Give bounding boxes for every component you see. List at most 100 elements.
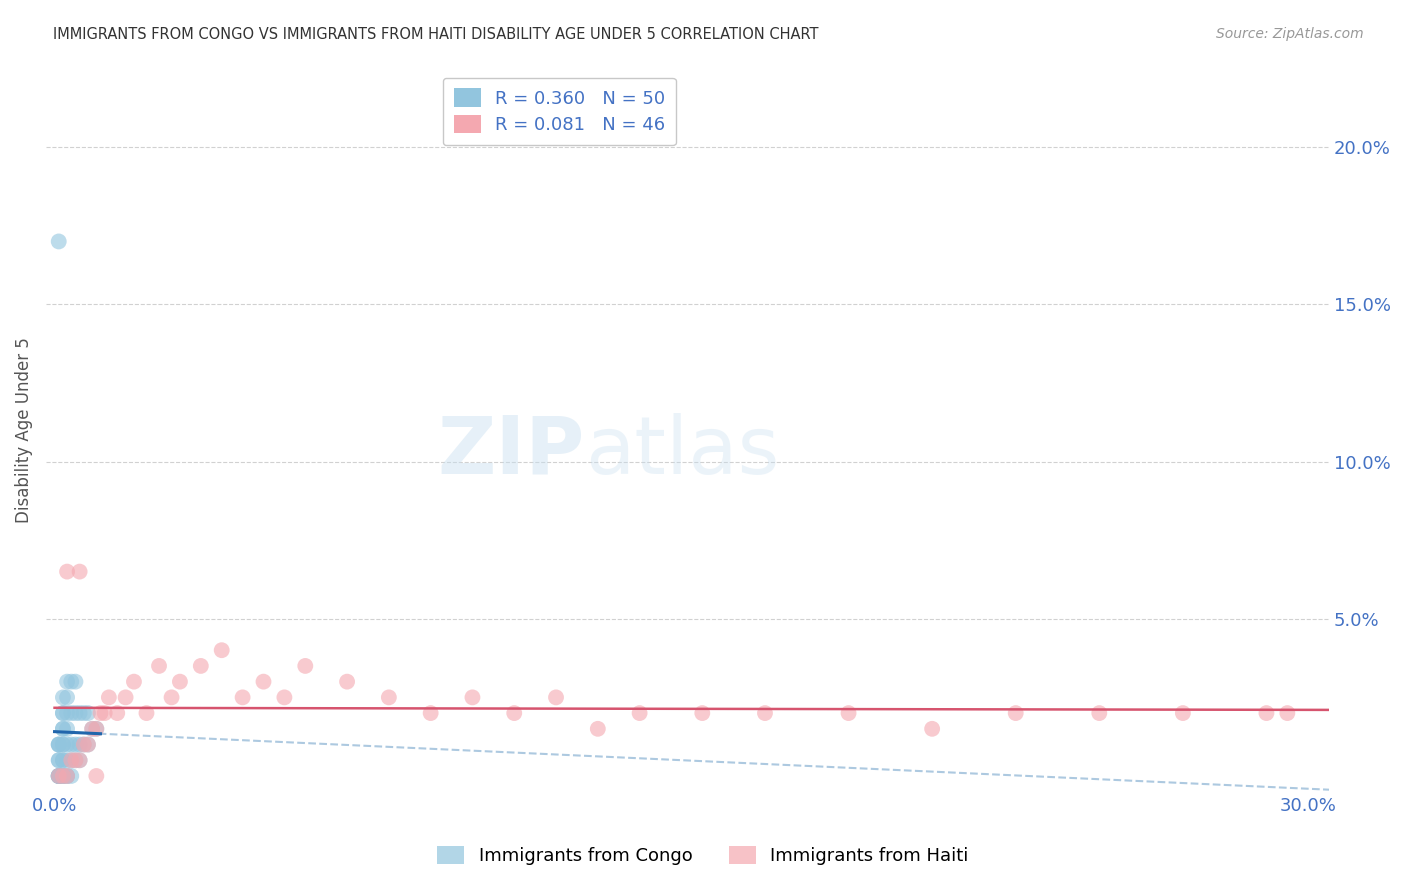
Point <box>97 690 120 705</box>
Point <box>56 674 79 689</box>
Point <box>60 753 83 767</box>
Point <box>160 690 183 705</box>
Point <box>69 753 91 767</box>
Point <box>89 706 111 720</box>
Point <box>52 690 75 705</box>
Point <box>77 738 100 752</box>
Point <box>82 722 104 736</box>
Point <box>211 643 233 657</box>
Y-axis label: Disability Age Under 5: Disability Age Under 5 <box>15 337 32 523</box>
Point <box>77 706 100 720</box>
Point <box>52 722 75 736</box>
Point <box>105 706 128 720</box>
Point <box>48 769 70 783</box>
Point <box>48 738 70 752</box>
Text: atlas: atlas <box>585 413 779 491</box>
Point <box>86 722 108 736</box>
Text: IMMIGRANTS FROM CONGO VS IMMIGRANTS FROM HAITI DISABILITY AGE UNDER 5 CORRELATIO: IMMIGRANTS FROM CONGO VS IMMIGRANTS FROM… <box>53 27 818 42</box>
Point <box>135 706 157 720</box>
Point <box>294 659 316 673</box>
Point <box>1171 706 1194 720</box>
Point <box>60 753 83 767</box>
Point <box>69 738 91 752</box>
Text: ZIP: ZIP <box>437 413 585 491</box>
Point <box>77 738 100 752</box>
Point <box>148 659 170 673</box>
Point <box>190 659 212 673</box>
Point <box>48 769 70 783</box>
Point <box>378 690 401 705</box>
Point <box>628 706 651 720</box>
Text: Source: ZipAtlas.com: Source: ZipAtlas.com <box>1216 27 1364 41</box>
Point <box>73 738 96 752</box>
Point <box>169 674 191 689</box>
Point <box>1088 706 1111 720</box>
Legend: R = 0.360   N = 50, R = 0.081   N = 46: R = 0.360 N = 50, R = 0.081 N = 46 <box>443 78 676 145</box>
Point <box>586 722 609 736</box>
Point <box>544 690 567 705</box>
Point <box>73 706 96 720</box>
Point <box>114 690 136 705</box>
Point <box>86 769 108 783</box>
Point <box>52 738 75 752</box>
Point <box>48 738 70 752</box>
Point <box>56 690 79 705</box>
Point <box>921 722 943 736</box>
Point <box>52 769 75 783</box>
Point <box>48 769 70 783</box>
Point <box>93 706 115 720</box>
Point <box>56 769 79 783</box>
Point <box>232 690 254 705</box>
Point <box>48 738 70 752</box>
Point <box>73 738 96 752</box>
Point <box>65 738 87 752</box>
Point <box>56 706 79 720</box>
Point <box>65 753 87 767</box>
Point <box>1256 706 1278 720</box>
Point <box>52 706 75 720</box>
Point <box>52 769 75 783</box>
Point <box>69 753 91 767</box>
Point <box>419 706 441 720</box>
Point <box>52 753 75 767</box>
Point <box>461 690 484 705</box>
Point <box>48 769 70 783</box>
Point <box>52 769 75 783</box>
Point <box>52 753 75 767</box>
Point <box>86 722 108 736</box>
Point <box>48 753 70 767</box>
Point <box>838 706 860 720</box>
Point <box>56 769 79 783</box>
Point <box>1004 706 1026 720</box>
Point <box>503 706 526 720</box>
Point <box>65 706 87 720</box>
Point <box>48 769 70 783</box>
Point <box>60 769 83 783</box>
Point <box>56 722 79 736</box>
Point <box>252 674 274 689</box>
Point <box>52 706 75 720</box>
Point <box>52 722 75 736</box>
Point <box>52 769 75 783</box>
Point <box>1277 706 1299 720</box>
Point <box>48 769 70 783</box>
Point <box>69 565 91 579</box>
Point <box>273 690 295 705</box>
Point <box>48 769 70 783</box>
Point <box>56 769 79 783</box>
Point <box>48 235 70 249</box>
Point <box>60 738 83 752</box>
Point <box>336 674 359 689</box>
Point <box>754 706 776 720</box>
Point <box>690 706 713 720</box>
Point <box>65 674 87 689</box>
Legend: Immigrants from Congo, Immigrants from Haiti: Immigrants from Congo, Immigrants from H… <box>429 837 977 874</box>
Point <box>60 706 83 720</box>
Point <box>56 565 79 579</box>
Point <box>122 674 145 689</box>
Point <box>56 738 79 752</box>
Point <box>48 753 70 767</box>
Point <box>60 674 83 689</box>
Point <box>69 706 91 720</box>
Point <box>56 753 79 767</box>
